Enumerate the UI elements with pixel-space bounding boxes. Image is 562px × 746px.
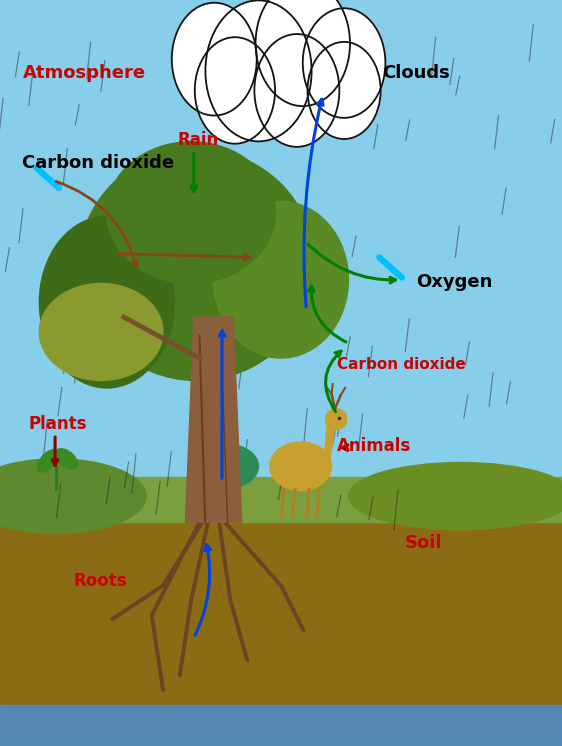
Ellipse shape [270,442,332,491]
Text: Soil: Soil [405,534,442,552]
Text: Atmosphere: Atmosphere [22,64,146,82]
Text: Carbon dioxide: Carbon dioxide [337,357,466,372]
Ellipse shape [107,142,275,283]
Text: Animals: Animals [337,437,411,455]
Circle shape [256,0,350,106]
Ellipse shape [79,149,315,380]
Ellipse shape [191,444,259,489]
Text: Oxygen: Oxygen [416,273,492,291]
Ellipse shape [214,201,348,358]
Circle shape [172,3,257,116]
Ellipse shape [0,459,146,533]
Polygon shape [323,427,334,466]
Text: Rain: Rain [177,131,218,149]
Circle shape [255,34,339,147]
Bar [0,705,562,746]
Bar [0,477,562,522]
Ellipse shape [38,450,58,472]
Circle shape [206,1,311,141]
Polygon shape [185,317,242,522]
Text: Carbon dioxide: Carbon dioxide [22,154,175,172]
Bar [0,507,562,746]
Circle shape [303,8,386,118]
Ellipse shape [55,449,78,468]
Circle shape [195,37,275,144]
Circle shape [307,42,380,139]
Ellipse shape [348,463,562,530]
Text: Roots: Roots [73,571,126,589]
Ellipse shape [39,216,174,388]
Text: Plants: Plants [28,415,87,433]
Ellipse shape [39,283,163,380]
Text: Clouds: Clouds [382,64,450,82]
Ellipse shape [325,409,347,430]
Bar [0,0,562,522]
